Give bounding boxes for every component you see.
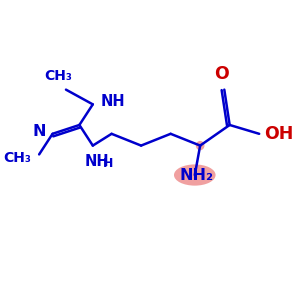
Text: OH: OH — [264, 125, 293, 143]
Ellipse shape — [174, 164, 216, 186]
Text: O: O — [214, 65, 229, 83]
Text: N: N — [32, 124, 46, 139]
Text: CH₃: CH₃ — [44, 69, 72, 83]
Text: H: H — [102, 157, 113, 170]
Text: NH: NH — [100, 94, 125, 109]
Text: NH: NH — [85, 154, 109, 169]
Text: CH₃: CH₃ — [4, 151, 32, 165]
Circle shape — [196, 142, 204, 150]
Text: NH₂: NH₂ — [179, 167, 213, 182]
